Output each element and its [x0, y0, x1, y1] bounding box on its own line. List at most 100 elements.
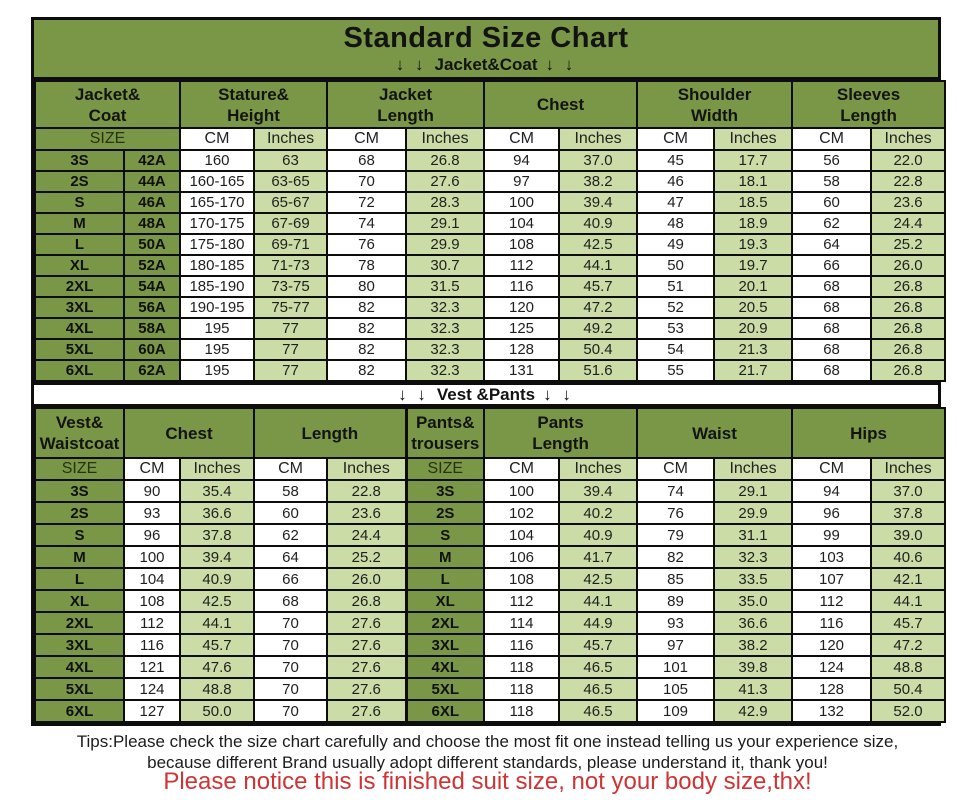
cm-value-cell: 79	[636, 523, 716, 547]
inches-value-cell: 18.5	[713, 191, 794, 214]
inches-unit-cell: Inches	[252, 127, 329, 151]
finished-size-notice: Please notice this is finished suit size…	[163, 768, 812, 795]
cm-value-cell: 94	[483, 149, 561, 172]
cm-value-cell: 70	[253, 699, 329, 723]
vest-size-row: 4XL 121 47.6 70 27.6 4XL 118 46.5 101 39.8 124 48.8	[34, 655, 947, 679]
cm-value-cell: 99	[791, 523, 873, 547]
cm-unit-cell: CM	[636, 457, 716, 481]
cm-value-cell: 185-190	[179, 275, 255, 298]
cm-value-cell: 116	[123, 633, 181, 657]
section2-label-text: Vest &Pants	[436, 385, 536, 404]
column-group-header: Vest& Waistcoat	[34, 407, 125, 459]
inches-unit-cell: Inches	[405, 127, 486, 151]
jacket-size-row: 6XL 62A 195 77 82 32.3 131 51.6 55 21.7 68 26.8	[34, 359, 947, 382]
cm-value-cell: 128	[483, 338, 561, 361]
cm-value-cell: 101	[636, 655, 716, 679]
cm-value-cell: 124	[123, 677, 181, 701]
cm-value-cell: 68	[791, 317, 873, 340]
cm-value-cell: 82	[326, 317, 408, 340]
inches-value-cell: 39.8	[713, 655, 794, 679]
cm-value-cell: 80	[326, 275, 408, 298]
cm-value-cell: 118	[483, 677, 561, 701]
inches-value-cell: 42.5	[558, 233, 639, 256]
vest-size-row: 5XL 124 48.8 70 27.6 5XL 118 46.5 105 41.3 128 50.4	[34, 677, 947, 701]
jacket-size-row: 3XL 56A 190-195 75-77 82 32.3 120 47.2 52 20.5 68 2…	[34, 296, 947, 319]
size-cell: 2S	[34, 501, 125, 525]
inches-value-cell: 35.0	[713, 589, 794, 613]
inches-value-cell: 21.7	[713, 359, 794, 382]
cm-value-cell: 94	[791, 479, 873, 503]
jacket-size-row: M 48A 170-175 67-69 74 29.1 104 40.9 48 18.9 62 24.…	[34, 212, 947, 235]
inches-unit-cell: Inches	[326, 457, 408, 481]
cm-value-cell: 76	[636, 501, 716, 525]
column-group-header: Stature& Height	[178, 80, 329, 129]
cm-value-cell: 107	[791, 567, 873, 591]
inches-value-cell: 42.9	[713, 699, 794, 723]
size-cell: L	[34, 567, 125, 591]
inches-value-cell: 45.7	[558, 633, 639, 657]
inches-value-cell: 73-75	[252, 275, 329, 298]
cm-value-cell: 82	[636, 545, 716, 569]
inches-value-cell: 31.5	[405, 275, 486, 298]
cm-value-cell: 60	[791, 191, 873, 214]
cm-value-cell: 104	[123, 567, 181, 591]
jacket-coat-table: Jacket& Coat Stature& Height Jacket Length…	[34, 80, 947, 382]
cm-unit-cell: CM	[791, 457, 873, 481]
cm-value-cell: 100	[483, 191, 561, 214]
vest-unit-row: SIZE CM Inches CM Inches SIZE CM Inches CM Inches…	[34, 457, 947, 481]
inches-value-cell: 32.3	[405, 317, 486, 340]
size-header-cell: SIZE	[404, 457, 486, 481]
cm-value-cell: 45	[636, 149, 716, 172]
inches-value-cell: 26.8	[326, 589, 408, 613]
inches-value-cell: 24.4	[326, 523, 408, 547]
down-arrows-icon: ↓ ↓	[395, 55, 427, 74]
inches-value-cell: 27.6	[405, 170, 486, 193]
inches-value-cell: 47.2	[870, 633, 947, 657]
size-code-cell: 54A	[123, 275, 181, 298]
inches-value-cell: 18.1	[713, 170, 794, 193]
cm-value-cell: 106	[483, 545, 561, 569]
inches-value-cell: 67-69	[252, 212, 329, 235]
pants-size-cell: L	[404, 567, 486, 591]
column-group-header: Chest	[483, 80, 639, 129]
jacket-size-row: 4XL 58A 195 77 82 32.3 125 49.2 53 20.9 68 26.8	[34, 317, 947, 340]
inches-value-cell: 17.7	[713, 149, 794, 172]
size-cell: 4XL	[34, 655, 125, 679]
size-cell: XL	[34, 254, 125, 277]
inches-value-cell: 28.3	[405, 191, 486, 214]
inches-value-cell: 23.6	[326, 501, 408, 525]
size-code-cell: 62A	[123, 359, 181, 382]
inches-value-cell: 20.9	[713, 317, 794, 340]
column-group-header: Length	[253, 407, 408, 459]
inches-value-cell: 44.9	[558, 611, 639, 635]
vest-header-row: Vest& Waistcoat Chest Length Pants& trouser…	[34, 407, 947, 459]
inches-value-cell: 46.5	[558, 655, 639, 679]
cm-value-cell: 64	[253, 545, 329, 569]
inches-value-cell: 40.2	[558, 501, 639, 525]
inches-value-cell: 63	[252, 149, 329, 172]
cm-value-cell: 116	[483, 633, 561, 657]
inches-value-cell: 31.1	[713, 523, 794, 547]
cm-unit-cell: CM	[326, 127, 408, 151]
inches-value-cell: 26.0	[326, 567, 408, 591]
cm-value-cell: 68	[791, 338, 873, 361]
cm-unit-cell: CM	[253, 457, 329, 481]
inches-value-cell: 20.1	[713, 275, 794, 298]
cm-unit-cell: CM	[123, 457, 181, 481]
cm-value-cell: 76	[326, 233, 408, 256]
cm-value-cell: 96	[791, 501, 873, 525]
inches-value-cell: 48.8	[870, 655, 947, 679]
jacket-size-row: L 50A 175-180 69-71 76 29.9 108 42.5 49 19.3 64 25.…	[34, 233, 947, 256]
vest-size-row: L 104 40.9 66 26.0 L 108 42.5 85 33.5 107 42.1	[34, 567, 947, 591]
inches-value-cell: 27.6	[326, 633, 408, 657]
inches-value-cell: 26.0	[870, 254, 947, 277]
cm-value-cell: 70	[253, 677, 329, 701]
cm-unit-cell: CM	[636, 127, 716, 151]
column-group-header: Pants& trousers	[404, 407, 486, 459]
size-header-cell: SIZE	[34, 127, 181, 151]
cm-unit-cell: CM	[483, 127, 561, 151]
cm-value-cell: 62	[253, 523, 329, 547]
column-group-header: Jacket Length	[326, 80, 486, 129]
vest-size-row: 6XL 127 50.0 70 27.6 6XL 118 46.5 109 42.9 132 52.0	[34, 699, 947, 723]
